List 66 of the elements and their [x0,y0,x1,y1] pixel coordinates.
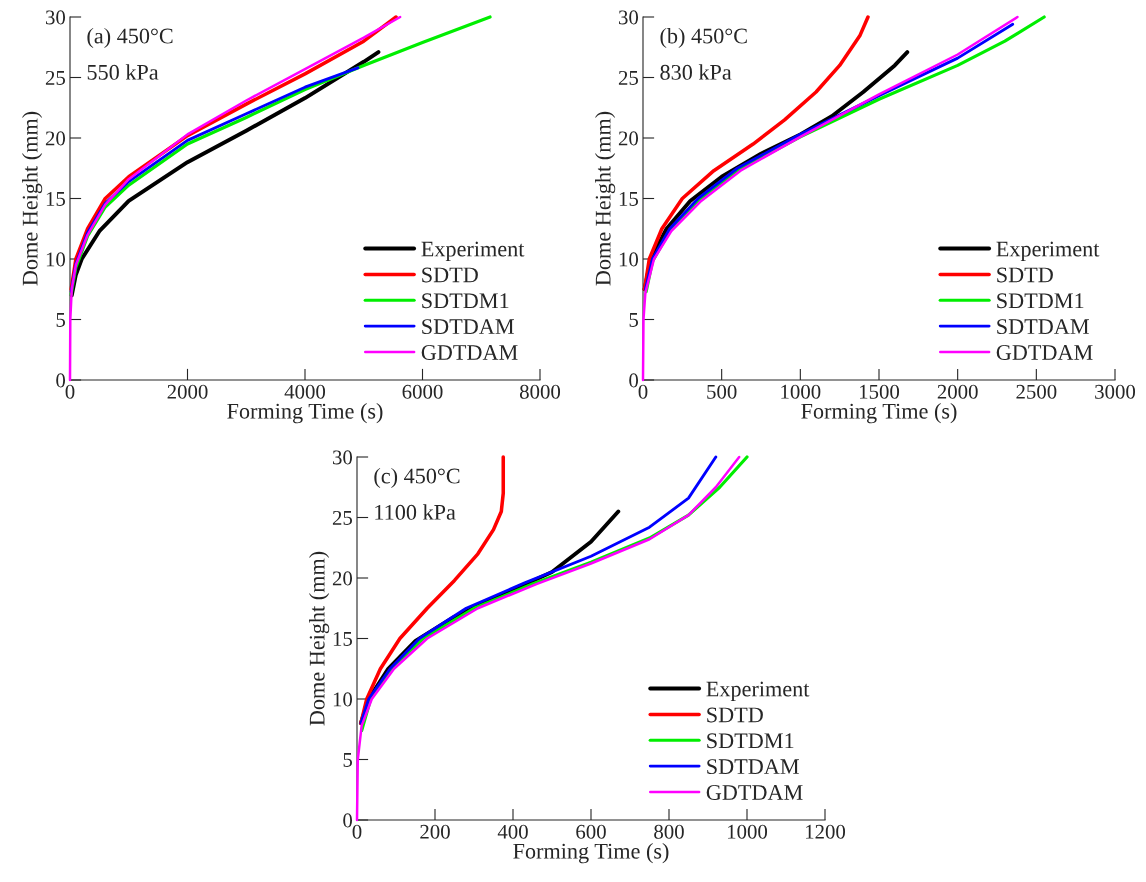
y-tick-label: 10 [619,252,639,267]
y-tick-label: 10 [46,252,66,267]
annotation: 830 kPa [660,64,732,80]
y-tick-label: 5 [629,313,639,327]
legend-label: SDTDAM [422,319,514,335]
x-tick-label: 4000 [284,384,326,399]
x-tick-label: 1000 [728,824,768,839]
y-tick-label: 5 [343,753,353,767]
x-tick-label: 800 [654,824,684,839]
x-tick-label: 2000 [937,384,978,399]
x-tick-label: 8000 [519,384,561,399]
y-tick-label: 30 [333,450,353,465]
y-tick-label: 25 [618,70,639,85]
x-axis-title: Forming Time (s) [513,843,669,864]
y-tick-label: 20 [45,131,66,146]
annotation: (a) 450°C [87,27,173,49]
y-tick-label: 0 [56,373,66,388]
legend-label: SDTDAM [707,759,799,775]
y-tick-label: 15 [333,631,353,646]
x-tick-label: 3000 [1095,384,1136,399]
x-tick-label: 1200 [806,824,846,839]
legend-label: GDTDAM [996,345,1093,360]
y-tick-label: 0 [343,813,353,828]
legend-label: Experiment [706,681,810,702]
y-tick-label: 30 [619,10,639,25]
line-series [642,15,870,292]
annotation: (c) 450°C [374,467,460,489]
legend-label: Experiment [421,241,525,262]
legend-label: SDTDM1 [997,293,1084,309]
legend-label: GDTDAM [706,785,803,800]
annotation: 550 kPa [87,64,159,80]
legend-label: Experiment [996,241,1100,262]
x-tick-label: 6000 [402,384,443,399]
annotation: (b) 450°C [660,27,747,49]
x-axis-title: Forming Time (s) [227,403,383,424]
line-series [359,455,506,725]
x-tick-label: 1000 [781,384,821,399]
legend-label: SDTD [997,267,1053,283]
y-tick-label: 30 [46,10,66,25]
x-tick-label: 200 [420,824,450,839]
x-tick-label: 400 [497,824,528,839]
y-tick-label: 25 [45,70,66,85]
annotation: 1100 kPa [375,504,456,520]
legend-label: GDTDAM [421,345,518,360]
x-axis-title: Forming Time (s) [801,403,957,424]
x-tick-label: 600 [576,824,606,839]
y-tick-label: 15 [619,191,639,206]
y-tick-label: 20 [618,131,639,146]
y-axis-title: Dome Height (mm) [595,111,616,286]
legend-label: SDTDAM [997,319,1089,335]
y-axis-title: Dome Height (mm) [22,111,43,286]
x-tick-label: 500 [707,384,737,399]
y-tick-label: 15 [46,191,66,206]
legend-label: SDTDM1 [422,293,509,309]
y-tick-label: 25 [332,510,353,525]
x-tick-label: 1500 [860,384,900,399]
x-tick-label: 2000 [167,384,208,399]
y-axis-title: Dome Height (mm) [309,551,330,726]
legend-label: SDTD [707,707,763,723]
legend-label: SDTD [422,267,478,283]
y-tick-label: 5 [56,313,66,327]
x-tick-label: 2500 [1016,384,1057,399]
y-tick-label: 20 [332,571,353,586]
y-tick-label: 10 [333,692,353,707]
legend-label: SDTDM1 [707,733,794,749]
y-tick-label: 0 [629,373,639,388]
